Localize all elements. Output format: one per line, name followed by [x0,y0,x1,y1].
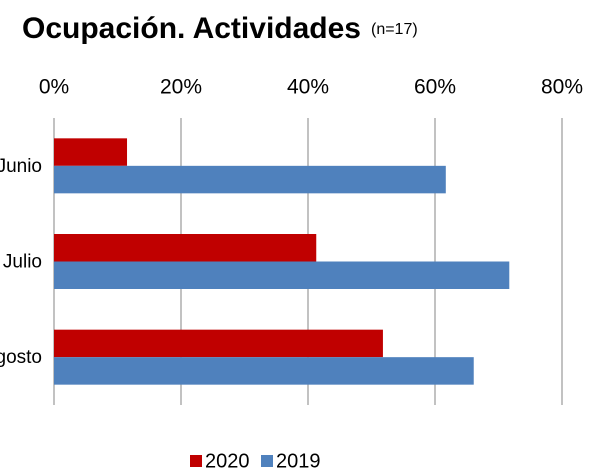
y-tick-label: Julio [3,252,42,273]
bar [54,165,446,194]
y-tick-label: Agosto [0,347,42,368]
bar [54,357,474,385]
legend-swatch [190,455,202,467]
bar [54,261,510,289]
bar [54,234,317,262]
chart-subtitle: (n=17) [371,21,418,38]
legend-label: 2019 [276,450,321,469]
x-tick-label: 20% [160,76,202,99]
x-tick-label: 60% [414,76,456,99]
bar [54,138,128,166]
x-tick-label: 40% [287,76,329,99]
bar [54,329,383,358]
chart-title-group: Ocupación. Actividades (n=17) [22,12,418,45]
legend-swatch [261,455,273,467]
x-tick-label: 80% [541,76,583,99]
y-tick-label: Junio [0,156,42,177]
chart-title: Ocupación. Actividades [22,12,361,45]
legend-label: 2020 [205,450,250,469]
x-tick-label: 0% [39,76,69,99]
